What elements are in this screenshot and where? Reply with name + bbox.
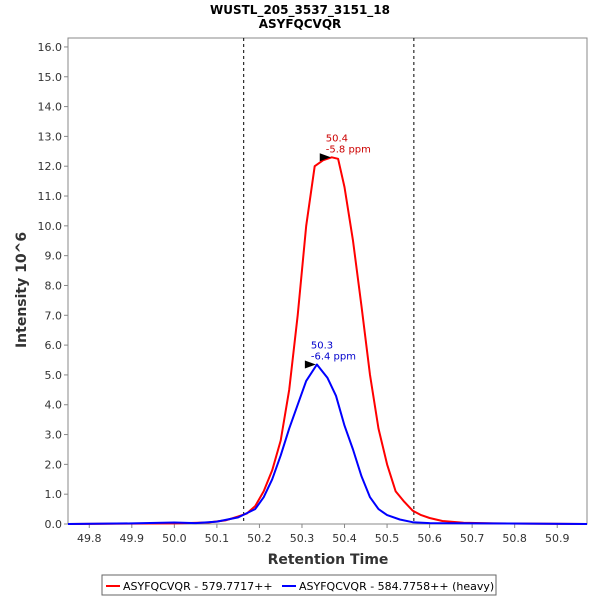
peak-ppm-label: -6.4 ppm: [311, 351, 356, 362]
x-tick-label: 50.5: [375, 532, 400, 545]
peak-ppm-label: -5.8 ppm: [326, 144, 371, 155]
x-tick-label: 50.3: [290, 532, 315, 545]
y-tick-label: 6.0: [45, 339, 63, 352]
y-tick-label: 4.0: [45, 399, 63, 412]
legend-entry-heavy: ASYFQCVQR - 584.7758++ (heavy): [299, 580, 494, 593]
legend-box: [101, 574, 497, 596]
x-tick-label: 50.0: [162, 532, 187, 545]
y-tick-label: 11.0: [38, 190, 63, 203]
y-axis-label: Intensity 10^6: [14, 232, 30, 348]
y-tick-label: 5.0: [45, 369, 63, 382]
y-tick-label: 1.0: [45, 488, 63, 501]
x-tick-label: 50.2: [247, 532, 272, 545]
y-tick-label: 10.0: [38, 220, 63, 233]
peak-rt-label: 50.4: [326, 133, 348, 144]
x-tick-label: 50.6: [417, 532, 442, 545]
x-tick-label: 50.1: [205, 532, 230, 545]
chart-title: WUSTL_205_3537_3151_18: [210, 3, 390, 18]
x-tick-label: 49.8: [77, 532, 102, 545]
y-tick-label: 3.0: [45, 429, 63, 442]
y-tick-label: 13.0: [38, 130, 63, 143]
y-tick-label: 0.0: [45, 518, 63, 531]
legend-entry-light: ASYFQCVQR - 579.7717++: [123, 580, 273, 593]
y-tick-label: 2.0: [45, 458, 63, 471]
y-axis: 0.0 1.0 2.0 3.0 4.0 5.0 6.0 7.0 8.0 9.0 10.0 11.0 12…: [38, 41, 68, 531]
peak-annotations: 50.4-5.8 ppm 50.3-6.4 ppm: [304, 133, 371, 369]
y-tick-label: 8.0: [45, 279, 63, 292]
chart-subtitle: ASYFQCVQR: [259, 17, 342, 31]
x-axis: 49.8 49.9 50.0 50.1 50.2 50.3 50.4 50.5 50.6 50.7…: [77, 524, 569, 545]
x-tick-label: 50.4: [332, 532, 357, 545]
x-tick-label: 50.8: [502, 532, 527, 545]
peak-marker: [304, 360, 316, 369]
y-tick-label: 9.0: [45, 250, 63, 263]
plot-area: [67, 37, 588, 525]
integration-boundaries: [243, 38, 415, 524]
series-heavy-line: [67, 363, 588, 525]
x-tick-label: 50.9: [545, 532, 570, 545]
series-group: [67, 156, 588, 525]
peak-rt-label: 50.3: [311, 340, 333, 351]
y-tick-label: 14.0: [38, 101, 63, 114]
y-tick-label: 15.0: [38, 71, 63, 84]
peak-marker: [319, 153, 331, 162]
y-tick-label: 12.0: [38, 160, 63, 173]
legend: ASYFQCVQR - 579.7717++ ASYFQCVQR - 584.7…: [101, 574, 497, 596]
x-tick-label: 49.9: [120, 532, 145, 545]
x-axis-label: Retention Time: [268, 552, 389, 568]
y-tick-label: 16.0: [38, 41, 63, 54]
x-tick-label: 50.7: [460, 532, 485, 545]
y-tick-label: 7.0: [45, 309, 63, 322]
